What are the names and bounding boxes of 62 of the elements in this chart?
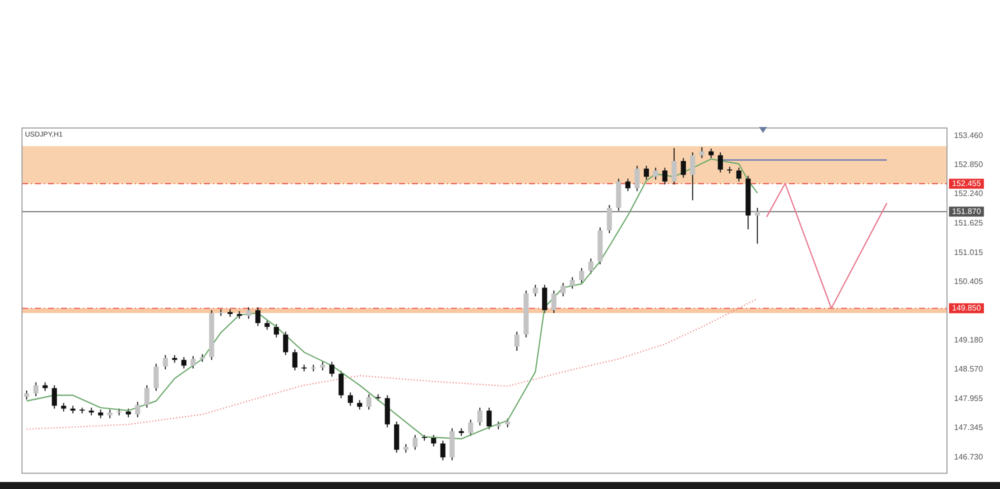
candlestick [699,146,704,159]
candlestick [736,167,742,182]
y-tick-label: 152.850 [954,160,984,170]
y-tick-label: 150.405 [954,276,984,286]
candlestick [680,158,686,178]
candlestick [366,394,372,410]
candlestick [338,370,344,399]
y-tick-label: 147.955 [954,394,984,404]
ref-line-label: 152.455 [952,178,982,188]
candlestick [653,167,658,180]
candlestick [154,363,159,392]
candlestick [477,407,482,426]
candlestick [718,152,723,173]
candlestick [440,440,446,461]
candlestick [551,290,556,314]
y-tick-label: 149.180 [954,335,984,344]
candlestick [283,331,288,356]
y-tick-label: 146.730 [954,452,984,462]
candlestick [625,178,630,192]
candlestick [634,165,640,192]
y-tick-label: 152.240 [954,189,984,198]
candlestick [190,356,196,369]
candlestick [431,434,436,447]
candlestick [672,148,677,185]
candlestick [588,258,594,274]
candlestick [579,268,584,284]
candlestick [246,306,252,320]
candlestick [606,204,612,234]
candlestick [560,282,566,297]
candlestick [570,276,575,290]
candlestick [274,324,279,338]
candlestick [162,354,168,370]
ref-line-label: 149.850 [952,303,982,312]
candlestick [329,361,334,378]
candlestick [292,348,298,371]
candlestick [264,320,270,330]
candlestick [690,152,696,201]
y-tick-label: 151.625 [954,218,984,228]
y-tick-label: 148.570 [954,364,984,374]
candlestick [708,148,714,159]
candlestick [468,419,474,436]
candlestick [542,284,548,314]
candlestick [662,167,668,185]
y-tick-label: 147.345 [954,423,984,432]
y-tick-label: 153.460 [954,130,984,140]
candlestick [348,392,353,406]
candlestick [754,207,760,244]
line-series [26,298,758,430]
candlestick [532,284,538,297]
candlestick [514,331,520,352]
candlestick [486,407,492,430]
candlestick [255,306,260,326]
candlestick [144,384,150,408]
candlestick [357,400,362,410]
y-tick-label: 151.015 [954,248,984,257]
candlestick [33,382,38,397]
candlestick [412,434,418,450]
candlestick [181,356,186,369]
candlestick [644,165,649,180]
candlestick [52,384,57,410]
candlestick [135,401,140,418]
ref-line-label: 151.870 [952,206,982,216]
